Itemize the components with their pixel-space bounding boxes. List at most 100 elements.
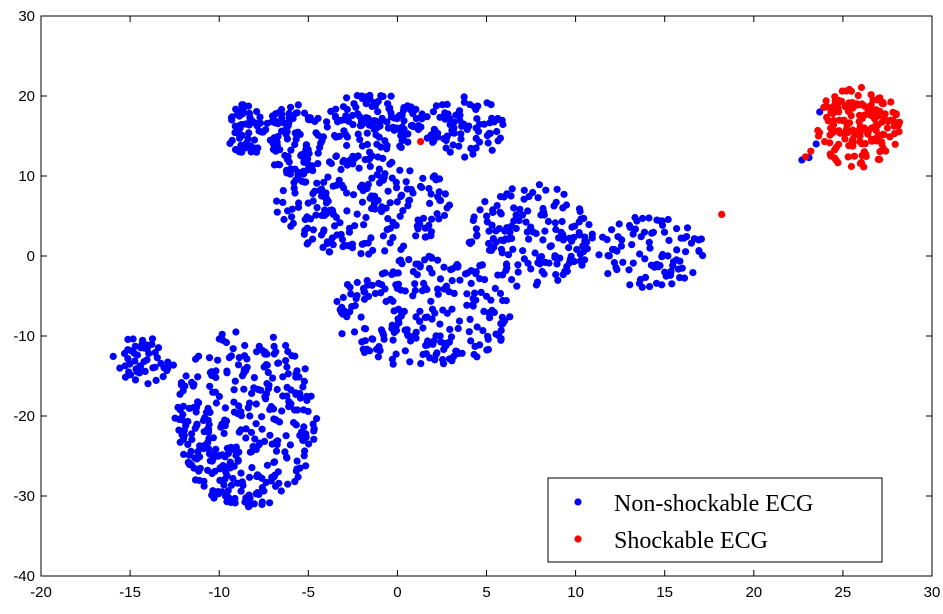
data-point bbox=[270, 350, 278, 358]
data-point bbox=[227, 481, 236, 489]
data-point bbox=[372, 131, 380, 139]
data-point bbox=[518, 211, 527, 219]
data-point bbox=[362, 93, 370, 101]
data-point bbox=[404, 202, 412, 210]
x-tick-label: -5 bbox=[302, 584, 315, 601]
data-point bbox=[493, 202, 501, 210]
data-point bbox=[448, 277, 456, 285]
data-point bbox=[245, 129, 253, 137]
data-point bbox=[527, 265, 535, 273]
data-point bbox=[360, 295, 369, 303]
data-point bbox=[393, 184, 401, 192]
data-point bbox=[641, 255, 649, 263]
x-tick-label: -15 bbox=[119, 584, 141, 601]
data-point bbox=[490, 243, 498, 251]
data-point bbox=[419, 174, 427, 182]
data-point bbox=[412, 232, 420, 240]
data-point bbox=[283, 135, 291, 143]
data-point bbox=[680, 234, 688, 242]
data-point bbox=[449, 141, 457, 149]
data-point bbox=[151, 349, 159, 357]
data-point bbox=[889, 116, 897, 124]
data-point bbox=[182, 372, 190, 380]
data-point bbox=[248, 389, 256, 397]
data-point bbox=[314, 149, 322, 157]
data-point bbox=[570, 233, 578, 241]
data-point bbox=[480, 307, 488, 315]
data-point bbox=[373, 140, 381, 148]
data-point bbox=[412, 313, 420, 321]
data-point bbox=[120, 349, 129, 358]
data-point bbox=[514, 261, 522, 269]
data-point bbox=[683, 224, 692, 232]
data-point bbox=[845, 85, 854, 93]
data-point bbox=[278, 110, 286, 119]
data-point bbox=[206, 408, 214, 416]
data-point bbox=[437, 338, 445, 346]
data-point bbox=[488, 146, 496, 154]
data-point bbox=[272, 447, 281, 455]
data-point bbox=[835, 116, 843, 124]
data-point bbox=[446, 325, 454, 333]
data-point bbox=[363, 277, 371, 285]
data-point bbox=[250, 374, 258, 382]
data-point bbox=[869, 96, 877, 104]
data-point bbox=[427, 190, 435, 198]
data-point bbox=[229, 474, 237, 483]
data-point bbox=[250, 500, 258, 508]
data-point bbox=[448, 305, 456, 313]
data-point bbox=[200, 445, 208, 453]
data-point bbox=[279, 198, 287, 206]
data-point bbox=[329, 210, 337, 218]
data-point bbox=[131, 376, 140, 384]
data-point bbox=[273, 385, 281, 394]
data-point bbox=[435, 215, 443, 223]
data-point bbox=[409, 292, 417, 300]
data-point bbox=[425, 221, 433, 229]
data-point bbox=[369, 246, 377, 254]
data-point bbox=[384, 215, 392, 223]
data-point bbox=[489, 208, 497, 217]
data-point bbox=[292, 421, 300, 429]
x-tick-label: 30 bbox=[924, 584, 941, 601]
data-point bbox=[282, 453, 291, 461]
data-point bbox=[229, 445, 237, 454]
data-point bbox=[440, 263, 448, 271]
data-point bbox=[460, 98, 468, 106]
data-point bbox=[368, 152, 376, 160]
data-point bbox=[205, 450, 214, 458]
data-point bbox=[883, 124, 892, 132]
data-point bbox=[558, 217, 566, 226]
data-point bbox=[304, 407, 312, 415]
data-point bbox=[450, 289, 458, 297]
data-point bbox=[333, 297, 341, 306]
data-point bbox=[826, 139, 834, 147]
data-point bbox=[513, 282, 521, 290]
data-point bbox=[631, 213, 639, 222]
data-point bbox=[285, 158, 293, 166]
data-point bbox=[508, 276, 516, 284]
data-point bbox=[807, 147, 815, 155]
data-point bbox=[205, 354, 214, 362]
series-non-shockable bbox=[109, 91, 824, 511]
data-point bbox=[389, 336, 397, 344]
data-point bbox=[301, 447, 309, 455]
data-point bbox=[194, 373, 202, 381]
data-point bbox=[258, 425, 266, 433]
data-point bbox=[174, 403, 182, 411]
data-point bbox=[377, 92, 385, 100]
data-point bbox=[349, 191, 358, 199]
data-point bbox=[362, 114, 370, 122]
data-point bbox=[237, 487, 245, 495]
data-point bbox=[850, 152, 859, 160]
data-point bbox=[637, 233, 645, 241]
data-point bbox=[374, 353, 382, 361]
data-point bbox=[286, 400, 294, 409]
data-point bbox=[660, 228, 669, 236]
data-point bbox=[378, 270, 386, 278]
data-point bbox=[239, 101, 247, 109]
data-point bbox=[263, 380, 271, 388]
data-point bbox=[125, 368, 133, 376]
data-point bbox=[393, 198, 401, 206]
data-point bbox=[474, 102, 482, 110]
